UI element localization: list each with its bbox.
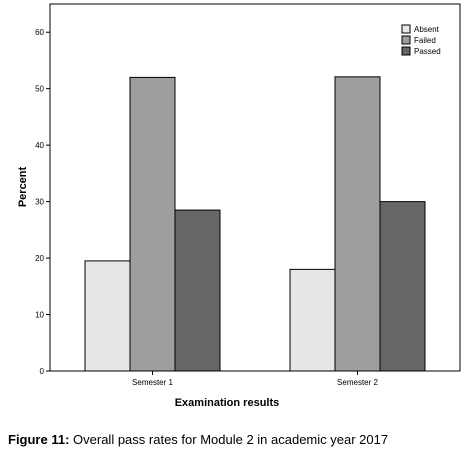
y-tick-label-0: 0 — [40, 367, 45, 376]
legend-swatch-failed — [401, 35, 411, 45]
plot-frame — [49, 3, 461, 372]
x-tick-label-1: Semester 2 — [337, 378, 378, 387]
y-tick-label-2: 20 — [35, 254, 44, 263]
bar-failed-1 — [129, 76, 176, 372]
legend-swatch-absent — [401, 24, 411, 34]
caption-label: Figure 11: — [8, 432, 70, 447]
bar-absent-2 — [289, 268, 336, 372]
y-tick-label-3: 30 — [35, 198, 44, 207]
x-axis: Semester 1 Semester 2 — [132, 371, 379, 387]
y-axis: 0 10 20 30 40 50 60 — [35, 28, 50, 376]
y-tick-label-4: 40 — [35, 141, 44, 150]
legend-label-failed: Failed — [414, 36, 436, 45]
bar-absent-1 — [84, 260, 131, 372]
x-tick-label-0: Semester 1 — [132, 378, 173, 387]
y-tick-label-6: 60 — [35, 28, 44, 37]
x-axis-title: Examination results — [175, 397, 280, 409]
bars-group — [84, 76, 426, 372]
bar-passed-1 — [174, 209, 221, 372]
bar-chart: 0 10 20 30 40 50 60 Semester 1 Semester 2 Perce… — [17, 3, 461, 409]
y-tick-label-5: 50 — [35, 85, 44, 94]
bar-passed-2 — [379, 201, 426, 372]
figure-caption: Figure 11: Overall pass rates for Module… — [8, 432, 463, 447]
legend-label-passed: Passed — [414, 47, 441, 56]
caption-text: Overall pass rates for Module 2 in acade… — [69, 432, 389, 447]
legend-swatch-passed — [401, 46, 411, 56]
y-axis-title: Percent — [17, 166, 29, 207]
y-tick-label-1: 10 — [35, 311, 44, 320]
legend-label-absent: Absent — [414, 25, 440, 34]
bar-failed-2 — [334, 76, 381, 372]
legend: Absent Failed Passed — [401, 24, 441, 56]
